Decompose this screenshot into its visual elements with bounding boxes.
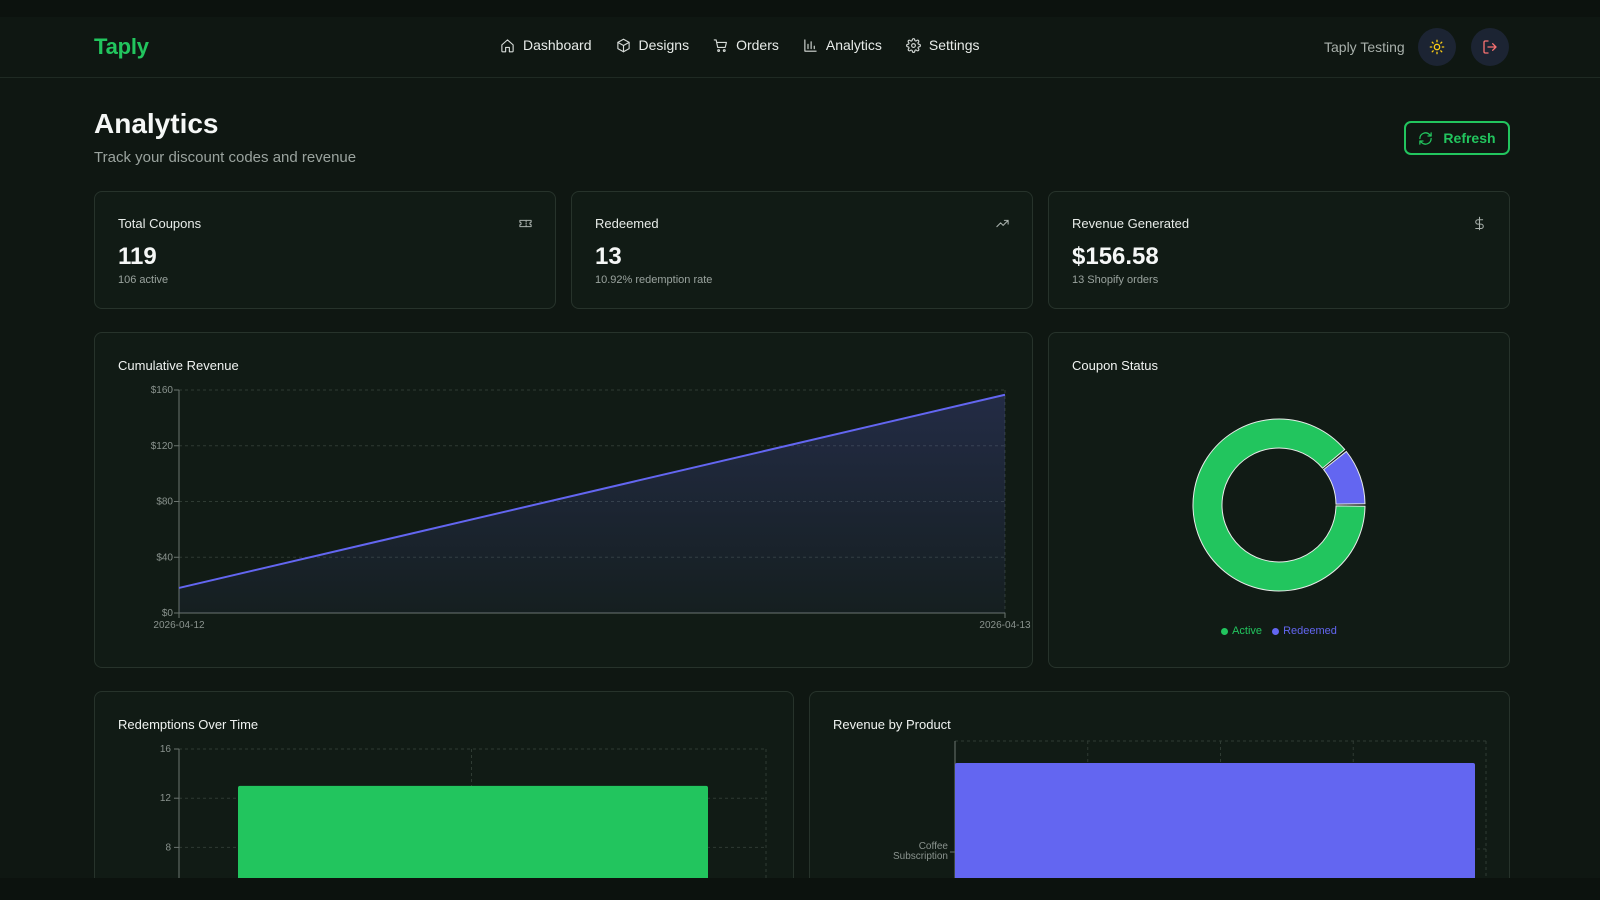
x-tick-label: 2026-04-13 bbox=[979, 620, 1031, 631]
main-nav: Dashboard Designs Orders Analytics Setti… bbox=[500, 37, 980, 53]
user-name: Taply Testing bbox=[1324, 39, 1405, 55]
bar bbox=[238, 785, 708, 900]
cart-icon bbox=[713, 38, 728, 52]
nav-label: Settings bbox=[928, 37, 980, 53]
legend-swatch bbox=[1221, 627, 1229, 635]
legend-item-redeemed[interactable]: Redeemed bbox=[1272, 625, 1337, 637]
coupon-status-chart bbox=[1192, 418, 1366, 592]
window-top-strip bbox=[0, 0, 1600, 17]
coupon-status-card: Coupon Status Active Redeemed bbox=[1048, 332, 1510, 668]
nav-item-dashboard[interactable]: Dashboard bbox=[500, 37, 592, 53]
y-tick-label: $80 bbox=[156, 497, 173, 508]
redemptions-over-time-chart: 8 12 16 bbox=[160, 744, 767, 900]
nav-item-analytics[interactable]: Analytics bbox=[803, 37, 882, 53]
redemptions-over-time-card: Redemptions Over Time 8 12 16 bbox=[94, 691, 794, 900]
chart-title: Coupon Status bbox=[1072, 358, 1159, 373]
nav-item-designs[interactable]: Designs bbox=[616, 37, 690, 53]
stat-subtext: 10.92% redemption rate bbox=[595, 274, 713, 286]
page-subtitle: Track your discount codes and revenue bbox=[94, 149, 357, 166]
cumulative-revenue-chart: $0 $40 $80 $120 $160 2026-04-12 2026-04-13 bbox=[151, 385, 1031, 631]
series-line bbox=[178, 393, 1006, 589]
top-navbar: Taply Dashboard Designs Orders Analytics… bbox=[0, 17, 1600, 78]
y-tick-label: $40 bbox=[156, 552, 173, 563]
box-icon bbox=[616, 38, 630, 52]
chart-title: Redemptions Over Time bbox=[118, 717, 259, 732]
logout-icon bbox=[1483, 40, 1497, 54]
y-tick-label: $120 bbox=[151, 441, 174, 452]
revenue-by-product-chart: Coffee Subscription bbox=[893, 740, 1487, 900]
y-tick-label: $160 bbox=[151, 385, 174, 396]
app-logo[interactable]: Taply bbox=[94, 34, 149, 59]
home-icon bbox=[501, 38, 514, 52]
nav-item-settings[interactable]: Settings bbox=[906, 37, 980, 53]
stat-subtext: 106 active bbox=[118, 274, 169, 286]
refresh-label: Refresh bbox=[1443, 130, 1496, 146]
stat-title: Total Coupons bbox=[118, 216, 202, 231]
y-tick-label: 12 bbox=[160, 793, 172, 804]
nav-label: Dashboard bbox=[523, 37, 592, 53]
x-tick-label: 2026-04-12 bbox=[153, 620, 205, 631]
y-tick-label: $0 bbox=[162, 608, 174, 619]
donut-slice-redeemed bbox=[1322, 450, 1366, 505]
page-title: Analytics bbox=[94, 108, 219, 139]
nav-label: Orders bbox=[736, 37, 779, 53]
refresh-icon bbox=[1419, 131, 1433, 145]
refresh-button[interactable]: Refresh bbox=[1404, 121, 1510, 155]
y-tick-label: 8 bbox=[165, 842, 171, 853]
stat-subtext: 13 Shopify orders bbox=[1072, 274, 1159, 286]
donut-slice-active bbox=[1192, 418, 1366, 592]
stat-card-revenue: Revenue Generated $156.58 13 Shopify ord… bbox=[1048, 191, 1510, 309]
nav-item-orders[interactable]: Orders bbox=[713, 37, 779, 53]
trending-up-icon bbox=[995, 216, 1010, 231]
legend-item-active[interactable]: Active bbox=[1221, 625, 1262, 637]
y-tick-label: 16 bbox=[160, 744, 172, 755]
y-tick-label: Coffee Subscription bbox=[893, 841, 948, 862]
bar bbox=[955, 763, 1475, 900]
gear-icon bbox=[906, 37, 921, 53]
nav-label: Analytics bbox=[825, 37, 882, 53]
stat-value: 119 bbox=[118, 243, 157, 270]
stat-title: Redeemed bbox=[595, 216, 659, 231]
chart-title: Revenue by Product bbox=[833, 717, 951, 732]
dollar-icon bbox=[1472, 216, 1487, 231]
logout-button[interactable] bbox=[1471, 28, 1509, 66]
area-fill bbox=[179, 394, 1005, 613]
ticket-icon bbox=[518, 216, 533, 231]
stat-card-redeemed: Redeemed 13 10.92% redemption rate bbox=[571, 191, 1033, 309]
legend-label: Redeemed bbox=[1283, 625, 1337, 637]
bar-chart-icon bbox=[804, 38, 817, 52]
stat-value: $156.58 bbox=[1072, 243, 1159, 270]
window-bottom-strip bbox=[0, 878, 1600, 900]
sun-icon bbox=[1429, 39, 1445, 55]
cumulative-revenue-card: Cumulative Revenue $0 $40 $80 $120 $160 2026-… bbox=[94, 332, 1033, 668]
nav-label: Designs bbox=[638, 37, 690, 53]
stat-card-total-coupons: Total Coupons 119 106 active bbox=[94, 191, 556, 309]
legend-label: Active bbox=[1232, 625, 1263, 637]
chart-title: Cumulative Revenue bbox=[118, 358, 239, 373]
chart-legend: Active Redeemed bbox=[1049, 625, 1509, 637]
stat-value: 13 bbox=[595, 243, 622, 270]
revenue-by-product-card: Revenue by Product Coffee Subscription bbox=[809, 691, 1510, 900]
theme-toggle-button[interactable] bbox=[1418, 28, 1456, 66]
legend-swatch bbox=[1272, 627, 1280, 635]
stat-title: Revenue Generated bbox=[1072, 216, 1190, 231]
